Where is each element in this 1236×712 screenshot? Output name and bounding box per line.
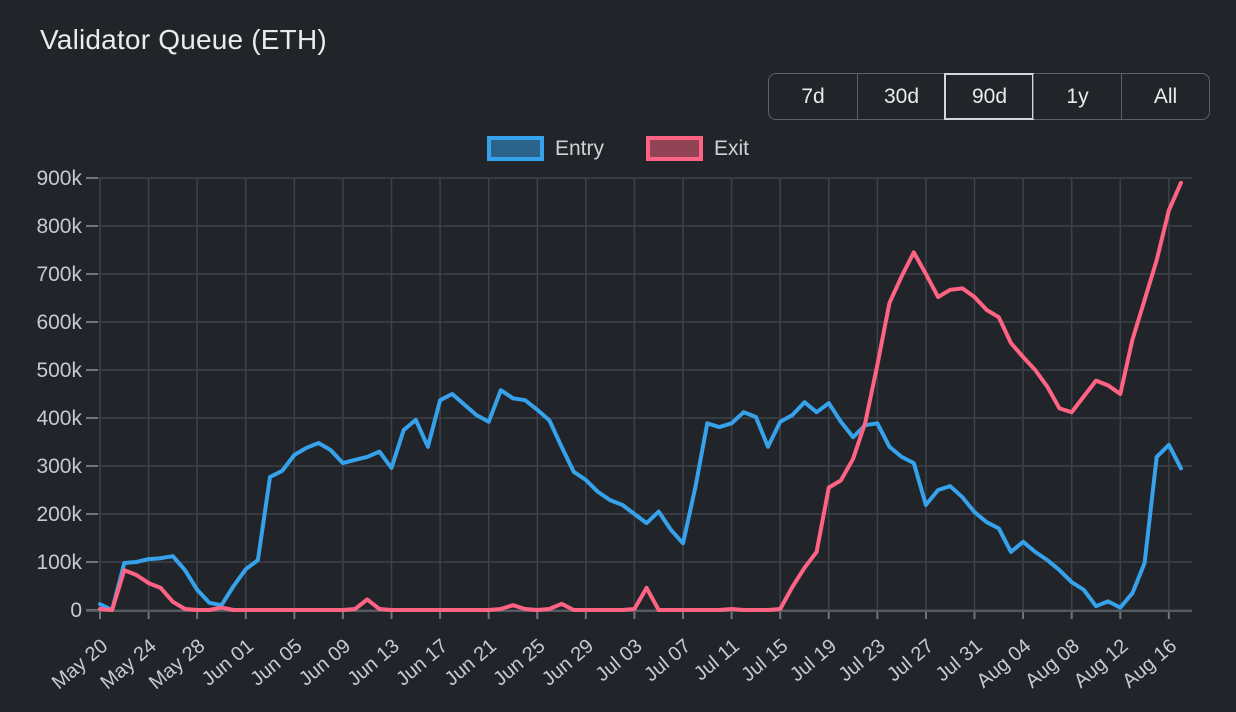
svg-text:300k: 300k [36,455,82,478]
svg-text:Jul 19: Jul 19 [786,635,841,686]
svg-text:Jun 05: Jun 05 [246,635,306,690]
svg-text:Jun 09: Jun 09 [295,635,355,690]
svg-text:Aug 12: Aug 12 [1070,635,1133,693]
range-button-30d[interactable]: 30d [857,74,945,119]
legend-label-exit: Exit [714,136,750,160]
svg-text:700k: 700k [36,263,82,286]
svg-text:Jul 27: Jul 27 [883,635,938,686]
svg-text:Jun 21: Jun 21 [441,635,501,690]
svg-text:900k: 900k [36,167,82,190]
svg-text:Aug 04: Aug 04 [973,635,1036,693]
svg-text:Jun 13: Jun 13 [344,635,404,690]
range-button-1y[interactable]: 1y [1033,74,1121,119]
svg-text:Jul 11: Jul 11 [690,635,744,685]
legend-item-entry[interactable]: Entry [486,136,604,161]
svg-text:800k: 800k [36,215,82,238]
svg-text:Aug 08: Aug 08 [1021,635,1084,693]
svg-text:Jun 29: Jun 29 [538,635,598,690]
svg-text:200k: 200k [36,503,82,526]
range-button-all[interactable]: All [1121,74,1209,119]
chart-legend: Entry Exit [0,136,1236,161]
svg-text:Jul 07: Jul 07 [640,635,695,686]
svg-text:Aug 16: Aug 16 [1118,635,1181,693]
svg-text:May 28: May 28 [145,635,209,694]
svg-text:500k: 500k [36,359,82,382]
svg-text:600k: 600k [36,311,82,334]
svg-text:Jun 25: Jun 25 [489,635,549,690]
svg-text:Jun 01: Jun 01 [198,635,258,690]
svg-text:100k: 100k [36,551,82,574]
svg-text:Jul 15: Jul 15 [737,635,792,686]
range-button-90d[interactable]: 90d [944,73,1034,120]
svg-text:400k: 400k [36,407,82,430]
legend-item-exit[interactable]: Exit [646,136,749,161]
page-title: Validator Queue (ETH) [40,24,327,55]
svg-text:Jul 03: Jul 03 [592,635,647,686]
exit-color-swatch [646,136,703,161]
svg-text:Jul 23: Jul 23 [835,635,890,686]
legend-label-entry: Entry [554,136,604,160]
svg-text:0: 0 [70,599,82,622]
svg-text:Jun 17: Jun 17 [392,635,452,690]
time-range-selector: 7d 30d 90d 1y All [768,73,1210,120]
entry-color-swatch [486,136,544,161]
range-button-7d[interactable]: 7d [769,74,857,119]
